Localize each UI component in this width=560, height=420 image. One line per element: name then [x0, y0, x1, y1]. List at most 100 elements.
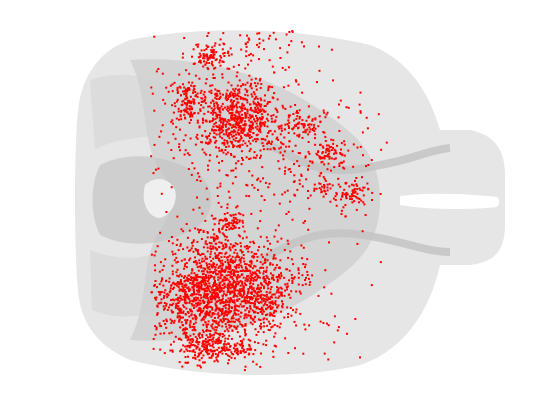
cell-point — [184, 92, 187, 95]
cell-point — [237, 160, 240, 163]
cell-point — [256, 276, 259, 279]
cell-point — [234, 270, 237, 273]
cell-point — [302, 263, 305, 265]
cell-point — [184, 134, 187, 137]
cell-point — [262, 272, 265, 275]
cell-point — [246, 112, 249, 115]
cell-point — [215, 263, 218, 266]
cell-point — [245, 316, 248, 319]
cell-point — [163, 295, 166, 297]
cell-point — [191, 268, 194, 271]
cell-point — [252, 132, 255, 135]
cell-point — [209, 336, 212, 339]
cell-point — [234, 117, 237, 119]
cell-point — [234, 87, 237, 90]
cell-point — [257, 342, 260, 344]
cell-point — [355, 177, 358, 179]
cell-point — [260, 293, 263, 296]
cell-point — [230, 91, 233, 94]
cell-point — [239, 288, 242, 291]
cell-point — [191, 244, 194, 247]
cell-point — [263, 124, 266, 127]
cell-point — [239, 340, 242, 342]
cell-point — [194, 227, 197, 230]
cell-point — [234, 304, 237, 307]
cell-point — [325, 144, 328, 147]
cell-point — [202, 323, 205, 326]
cell-point — [244, 120, 247, 123]
cell-point — [256, 178, 259, 181]
cell-point — [234, 167, 237, 170]
cell-point — [176, 281, 179, 283]
cell-point — [198, 126, 201, 129]
cell-point — [195, 136, 198, 139]
cell-point — [241, 113, 243, 116]
cell-point — [322, 109, 325, 112]
cell-point — [300, 175, 303, 177]
cell-point — [248, 119, 251, 122]
cell-point — [211, 128, 213, 131]
cell-point — [251, 109, 254, 112]
cell-point — [288, 269, 291, 272]
cell-point — [180, 311, 183, 314]
cell-point — [313, 187, 316, 190]
cell-point — [236, 280, 239, 283]
cell-point — [365, 165, 367, 168]
cell-point — [226, 174, 229, 177]
cell-point — [254, 303, 256, 306]
cell-point — [291, 279, 294, 282]
cell-point — [223, 279, 226, 282]
cell-point — [217, 312, 220, 315]
cell-point — [163, 307, 166, 310]
cell-point — [200, 49, 203, 52]
cell-point — [248, 38, 251, 41]
cell-point — [321, 152, 324, 155]
cell-point — [279, 277, 282, 280]
cell-point — [285, 213, 288, 215]
cell-point — [216, 348, 219, 351]
cell-point — [258, 104, 261, 107]
cell-point — [216, 102, 218, 105]
cell-point — [175, 126, 178, 129]
cell-point — [220, 56, 223, 59]
cell-point — [307, 190, 309, 192]
cell-point — [223, 217, 226, 220]
cell-point — [302, 246, 305, 249]
cell-point — [187, 336, 190, 339]
cell-point — [274, 257, 277, 260]
cell-point — [211, 319, 214, 322]
cell-point — [217, 353, 220, 356]
cell-point — [196, 137, 199, 140]
cell-point — [321, 185, 323, 188]
cell-point — [268, 291, 271, 294]
cell-point — [215, 283, 218, 286]
cell-point — [255, 88, 258, 91]
cell-point — [245, 134, 248, 137]
cell-point — [175, 261, 178, 264]
cell-point — [234, 92, 236, 95]
cell-point — [243, 293, 246, 295]
cell-point — [297, 122, 300, 125]
cell-point — [235, 206, 238, 209]
cell-point — [176, 215, 179, 218]
cell-point — [204, 267, 207, 270]
cell-point — [328, 183, 331, 186]
cell-point — [338, 103, 340, 106]
cell-point — [186, 88, 189, 91]
cell-point — [245, 55, 248, 58]
cell-point — [247, 314, 250, 317]
cell-point — [260, 310, 263, 313]
cell-point — [279, 291, 282, 294]
cell-point — [207, 329, 210, 332]
cell-point — [269, 129, 272, 132]
cell-point — [214, 331, 217, 334]
cell-point — [260, 124, 263, 127]
cell-point — [208, 265, 211, 268]
cell-point — [174, 283, 177, 286]
cell-point — [279, 57, 282, 59]
cell-point — [154, 325, 157, 328]
cell-point — [223, 345, 226, 348]
cell-point — [252, 91, 255, 94]
cell-point — [345, 193, 348, 196]
cell-point — [173, 102, 176, 105]
